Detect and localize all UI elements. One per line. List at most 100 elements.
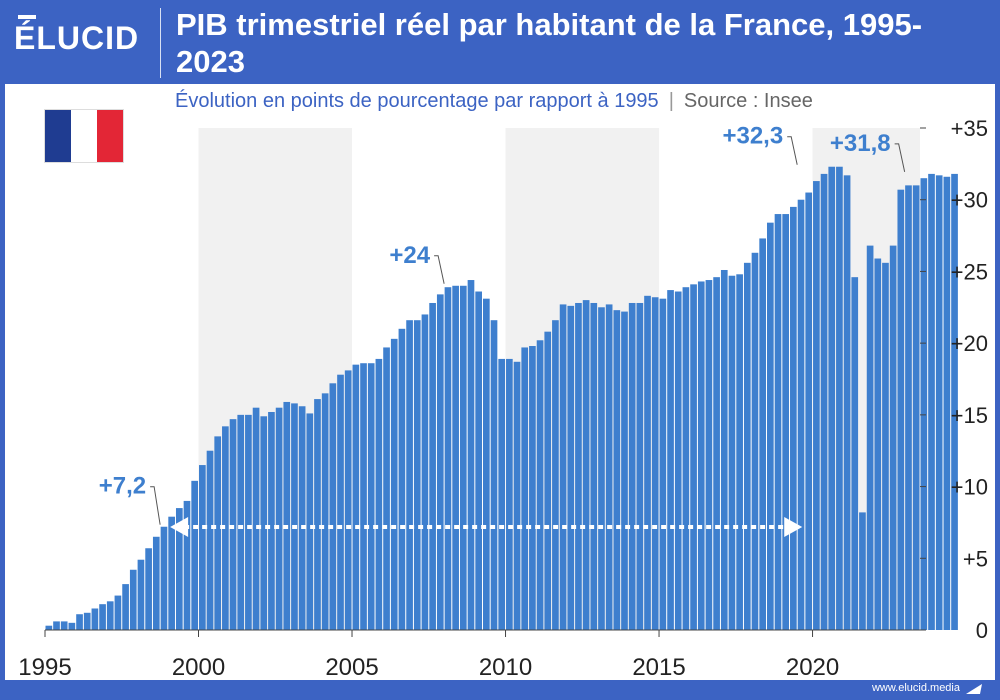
bar bbox=[928, 173, 935, 630]
bar bbox=[713, 277, 720, 630]
bar bbox=[53, 621, 60, 630]
bar bbox=[805, 192, 813, 631]
bar bbox=[298, 406, 306, 630]
header: ÉLUCID PIB trimestriel réel par habitant… bbox=[0, 0, 1000, 84]
bar bbox=[659, 298, 667, 630]
logo-accent bbox=[18, 15, 36, 19]
bar bbox=[106, 601, 114, 630]
bar bbox=[483, 298, 490, 630]
bar bbox=[920, 178, 928, 630]
source-text: Source : Insee bbox=[683, 90, 813, 112]
bar bbox=[628, 302, 636, 630]
bar bbox=[667, 290, 674, 630]
bar bbox=[590, 302, 598, 630]
bar bbox=[697, 281, 705, 630]
annotation-leader bbox=[894, 143, 906, 173]
bar bbox=[935, 175, 943, 630]
bar bbox=[820, 173, 828, 630]
bar bbox=[690, 284, 697, 630]
footer-logo-icon bbox=[966, 684, 982, 694]
flag-red-stripe bbox=[97, 110, 123, 162]
bar bbox=[114, 595, 122, 630]
bar bbox=[444, 287, 452, 630]
bar bbox=[191, 480, 199, 630]
annotation-label: +24 bbox=[389, 242, 430, 269]
bar bbox=[766, 222, 774, 631]
bar bbox=[651, 297, 659, 630]
subtitle-text: Évolution en points de pourcentage par r… bbox=[175, 90, 659, 112]
bar bbox=[429, 302, 436, 630]
bar bbox=[137, 559, 145, 630]
bar bbox=[76, 614, 83, 630]
bar bbox=[851, 277, 859, 630]
x-tick-label: 2020 bbox=[786, 654, 839, 681]
y-tick-label: +30 bbox=[951, 188, 988, 213]
france-flag-icon bbox=[45, 110, 123, 162]
bar bbox=[199, 465, 206, 630]
bar bbox=[452, 285, 459, 630]
bar bbox=[459, 285, 467, 630]
shaded-period bbox=[198, 128, 353, 630]
bar bbox=[383, 347, 390, 630]
bar bbox=[559, 304, 567, 630]
bar bbox=[467, 280, 475, 630]
y-tick-label: +5 bbox=[963, 546, 988, 571]
bar bbox=[575, 302, 582, 630]
bar bbox=[245, 414, 252, 630]
footer-url: www.elucid.media bbox=[871, 682, 960, 694]
bar bbox=[912, 185, 920, 630]
logo: ÉLUCID bbox=[14, 20, 140, 56]
x-tick-label: 2005 bbox=[325, 654, 378, 681]
bar bbox=[421, 314, 429, 630]
bar bbox=[843, 175, 851, 630]
bar bbox=[475, 291, 482, 630]
bar bbox=[644, 295, 651, 630]
bar bbox=[536, 340, 544, 630]
y-tick-label: 0 bbox=[976, 618, 988, 643]
bar bbox=[122, 584, 129, 630]
bar bbox=[390, 338, 398, 630]
bar bbox=[513, 361, 521, 630]
chart-title: PIB trimestriel réel par habitant de la … bbox=[176, 7, 923, 79]
bar bbox=[782, 214, 790, 631]
bar bbox=[828, 166, 836, 630]
bar bbox=[406, 320, 413, 630]
bar bbox=[168, 516, 175, 630]
y-tick-label: +15 bbox=[951, 403, 988, 428]
bar bbox=[145, 548, 152, 630]
bar bbox=[736, 274, 743, 630]
bar bbox=[352, 364, 360, 630]
flag-blue-stripe bbox=[45, 110, 71, 162]
bar bbox=[183, 500, 191, 630]
bar bbox=[613, 310, 621, 630]
y-tick-label: +25 bbox=[951, 259, 988, 284]
bar bbox=[367, 363, 375, 630]
bar bbox=[759, 238, 766, 630]
bar bbox=[229, 419, 237, 630]
annotation-label: +32,3 bbox=[722, 123, 783, 150]
bar bbox=[360, 363, 367, 630]
bar bbox=[636, 302, 644, 630]
bar bbox=[905, 185, 912, 630]
bar bbox=[836, 166, 843, 630]
bar bbox=[237, 414, 245, 630]
bar bbox=[598, 307, 605, 630]
bar bbox=[621, 311, 628, 630]
bar bbox=[99, 604, 106, 630]
bar bbox=[751, 252, 759, 631]
header-divider bbox=[160, 8, 161, 78]
bar bbox=[682, 287, 690, 630]
bar bbox=[329, 383, 337, 630]
y-tick-label: +35 bbox=[951, 116, 988, 141]
bar bbox=[605, 304, 613, 630]
bar bbox=[321, 393, 329, 630]
annotation-leader bbox=[787, 136, 798, 165]
bar bbox=[943, 176, 951, 630]
bar bbox=[728, 275, 736, 630]
y-tick-label: +10 bbox=[951, 475, 988, 500]
annotation-leader bbox=[434, 255, 445, 284]
x-tick-label: 2000 bbox=[172, 654, 225, 681]
bar bbox=[160, 526, 168, 630]
